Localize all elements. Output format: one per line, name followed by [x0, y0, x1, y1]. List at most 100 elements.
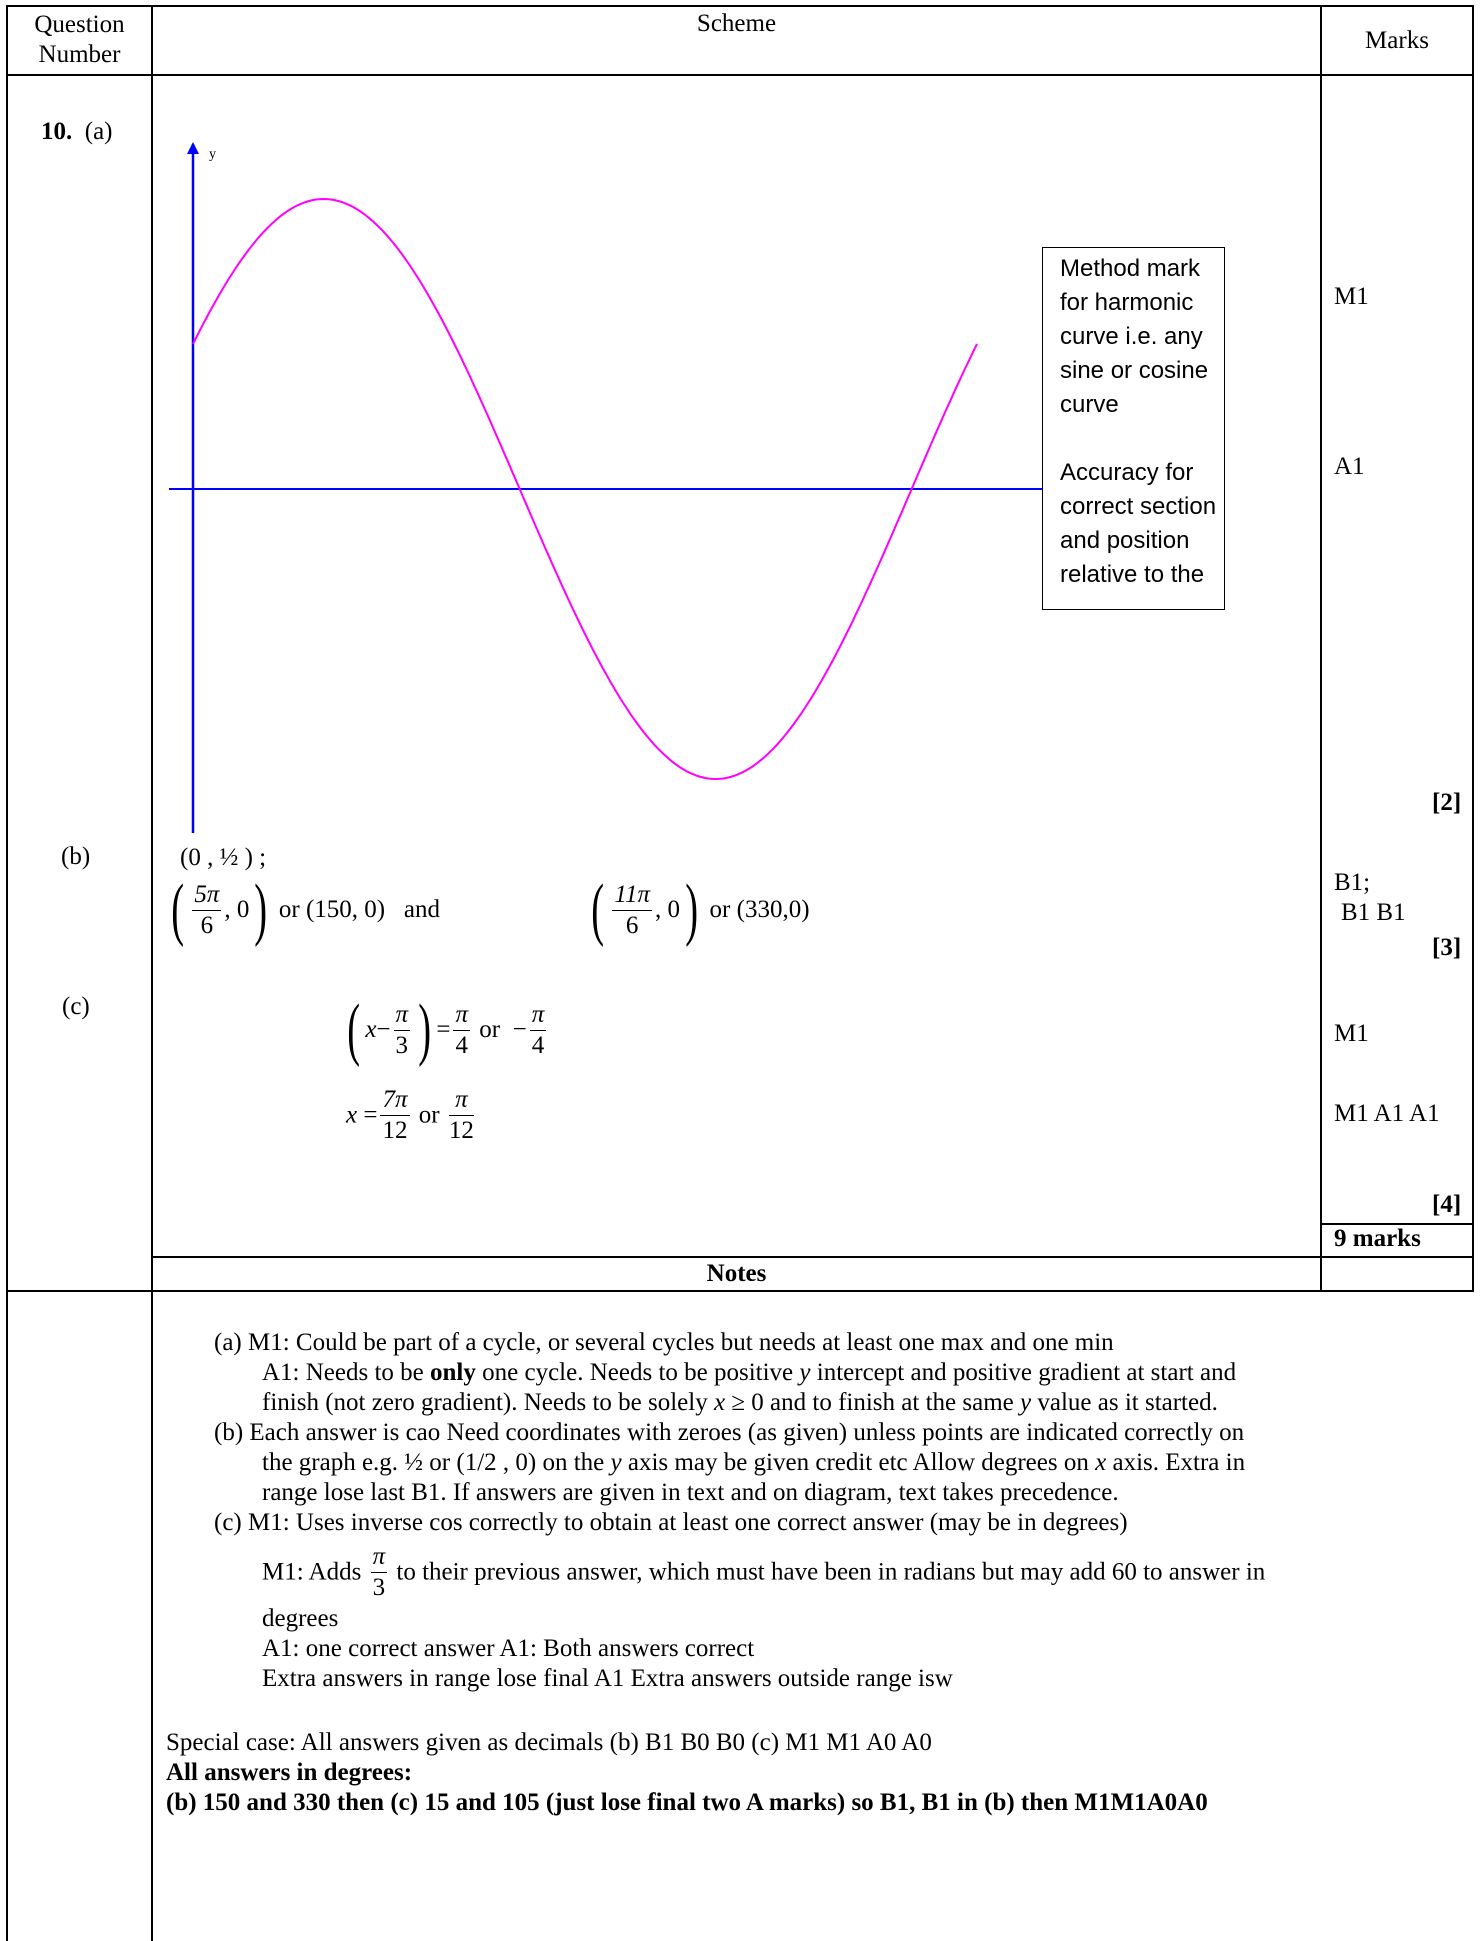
notes-heading: Notes — [706, 1260, 767, 1287]
mark-b1: B1; — [1334, 869, 1371, 896]
part-c-equation-2: x = 7π 12 or π 12 — [346, 1085, 477, 1165]
note-text: intercept and positive gradient at start… — [810, 1359, 1237, 1386]
special-case-line: Special case: All answers given as decim… — [166, 1729, 932, 1756]
minus-sign: − — [376, 1016, 391, 1043]
header-question: Question Number — [8, 10, 151, 70]
method-note-line: sine or cosine — [1060, 357, 1209, 384]
fraction-numerator: 11π — [612, 880, 652, 911]
fraction-numerator: 5π — [192, 880, 222, 911]
or-word: or — [418, 1101, 440, 1129]
note-italic: x — [713, 1389, 726, 1416]
part-a-label: (a) — [84, 118, 113, 145]
total-part-a: [2] — [1432, 789, 1462, 816]
close-paren: ) — [418, 991, 432, 1068]
part-b-first-point: (0 , ½ ) ; — [180, 844, 267, 871]
total-part-b: [3] — [1432, 934, 1462, 961]
border-right — [1472, 5, 1474, 1292]
col-divider-1 — [151, 5, 153, 1941]
fraction-numerator: 7π — [380, 1085, 410, 1116]
part-b-label: (b) — [61, 843, 91, 870]
header-marks: Marks — [1365, 27, 1429, 54]
mark-c-m1: M1 — [1334, 1020, 1369, 1047]
method-note-line: curve — [1060, 391, 1119, 418]
fraction-denominator: 3 — [395, 1031, 409, 1059]
y-axis-label: y — [209, 147, 216, 162]
fraction-numerator: π — [529, 1000, 547, 1031]
fraction-denominator: 6 — [200, 911, 214, 939]
sine-curve — [192, 197, 978, 781]
mark-a1: A1 — [1334, 453, 1365, 480]
part-c-equation-1: (x− π 3) = π 4 or − π 4 — [342, 995, 549, 1075]
note-text: one cycle. Needs to be positive — [475, 1359, 800, 1386]
total-part-c: [4] — [1432, 1191, 1462, 1218]
open-paren: ( — [347, 991, 361, 1068]
accuracy-note-line: relative to the — [1060, 561, 1205, 588]
fraction-numerator: π — [370, 1542, 388, 1573]
note-c-line: Extra answers in range lose final A1 Ext… — [262, 1665, 953, 1692]
note-italic: x — [1095, 1449, 1107, 1476]
notes-top-line — [151, 1256, 1474, 1258]
fraction-numerator: π — [453, 1000, 471, 1031]
note-b-line: range lose last B1. If answers are given… — [262, 1479, 1119, 1506]
equals-sign: = — [363, 1101, 378, 1129]
note-text: A1: Needs to be — [262, 1359, 431, 1386]
border-top — [6, 5, 1474, 7]
question-number-value: 10. — [41, 118, 73, 145]
method-note-line: curve i.e. any — [1060, 323, 1203, 350]
fraction-numerator: π — [393, 1000, 411, 1031]
note-italic: y — [799, 1359, 811, 1386]
notes-body: (a) M1: Could be part of a cycle, or sev… — [214, 1328, 1265, 1694]
note-italic: y — [610, 1449, 622, 1476]
note-text: axis. Extra in — [1106, 1449, 1246, 1476]
accuracy-note-line: Accuracy for — [1060, 459, 1194, 486]
note-text: to their previous answer, which must hav… — [390, 1558, 1266, 1586]
fraction-7pi-12: 7π 12 — [380, 1085, 410, 1146]
notes-bottom-line — [6, 1290, 1474, 1292]
header-question-line1: Question — [34, 11, 125, 38]
note-bold: only — [430, 1359, 476, 1386]
col-divider-2 — [1320, 5, 1322, 1292]
fraction-5pi-6: 5π 6 — [192, 880, 222, 941]
note-c-line: A1: one correct answer A1: Both answers … — [262, 1635, 755, 1662]
marks-divider — [1320, 1223, 1474, 1225]
point-tail: , 0 — [224, 896, 250, 923]
close-paren: ) — [685, 871, 699, 948]
method-note-box: Method mark for harmonic curve i.e. any … — [1042, 247, 1225, 610]
fraction-denominator: 3 — [372, 1573, 386, 1601]
open-paren: ( — [591, 871, 605, 948]
fraction-pi-12: π 12 — [448, 1085, 474, 1146]
fraction-denominator: 12 — [382, 1117, 408, 1144]
note-a-line: finish (not zero gradient). Needs to be … — [214, 1388, 1265, 1418]
fraction-denominator: 4 — [455, 1031, 469, 1059]
and-word: and — [403, 896, 440, 923]
fraction-denominator: 6 — [625, 911, 639, 939]
question-number: 10. (a) — [41, 117, 113, 147]
note-italic: y — [1020, 1389, 1032, 1416]
fraction-numerator: π — [448, 1085, 474, 1116]
fraction-denominator: 4 — [531, 1031, 545, 1059]
note-text: the graph e.g. ½ or (1/2 , 0) on the — [262, 1449, 611, 1476]
header-divider — [6, 74, 1474, 76]
degrees-line: (b) 150 and 330 then (c) 15 and 105 (jus… — [166, 1789, 1208, 1816]
note-a-line: A1: Needs to be only one cycle. Needs to… — [214, 1358, 1265, 1388]
equals-sign: = — [436, 1016, 451, 1043]
note-c-line: degrees — [262, 1605, 339, 1632]
mark-m1: M1 — [1334, 283, 1369, 310]
var-x: x — [346, 1101, 358, 1129]
mark-b1-b1: B1 B1 — [1341, 899, 1406, 926]
note-text: and to finish at the same — [763, 1389, 1020, 1416]
total-marks: 9 marks — [1334, 1225, 1421, 1252]
method-note-line: Method mark — [1060, 255, 1201, 282]
note-text: M1: Adds — [262, 1558, 362, 1586]
note-text: value as it started. — [1031, 1389, 1218, 1416]
note-b-line: (b) Each answer is cao Need coordinates … — [214, 1419, 1245, 1446]
note-text: finish (not zero gradient). Needs to be … — [262, 1389, 714, 1416]
minus-sign: − — [512, 1016, 527, 1043]
special-cases: Special case: All answers given as decim… — [166, 1728, 1208, 1818]
open-paren: ( — [171, 871, 185, 948]
